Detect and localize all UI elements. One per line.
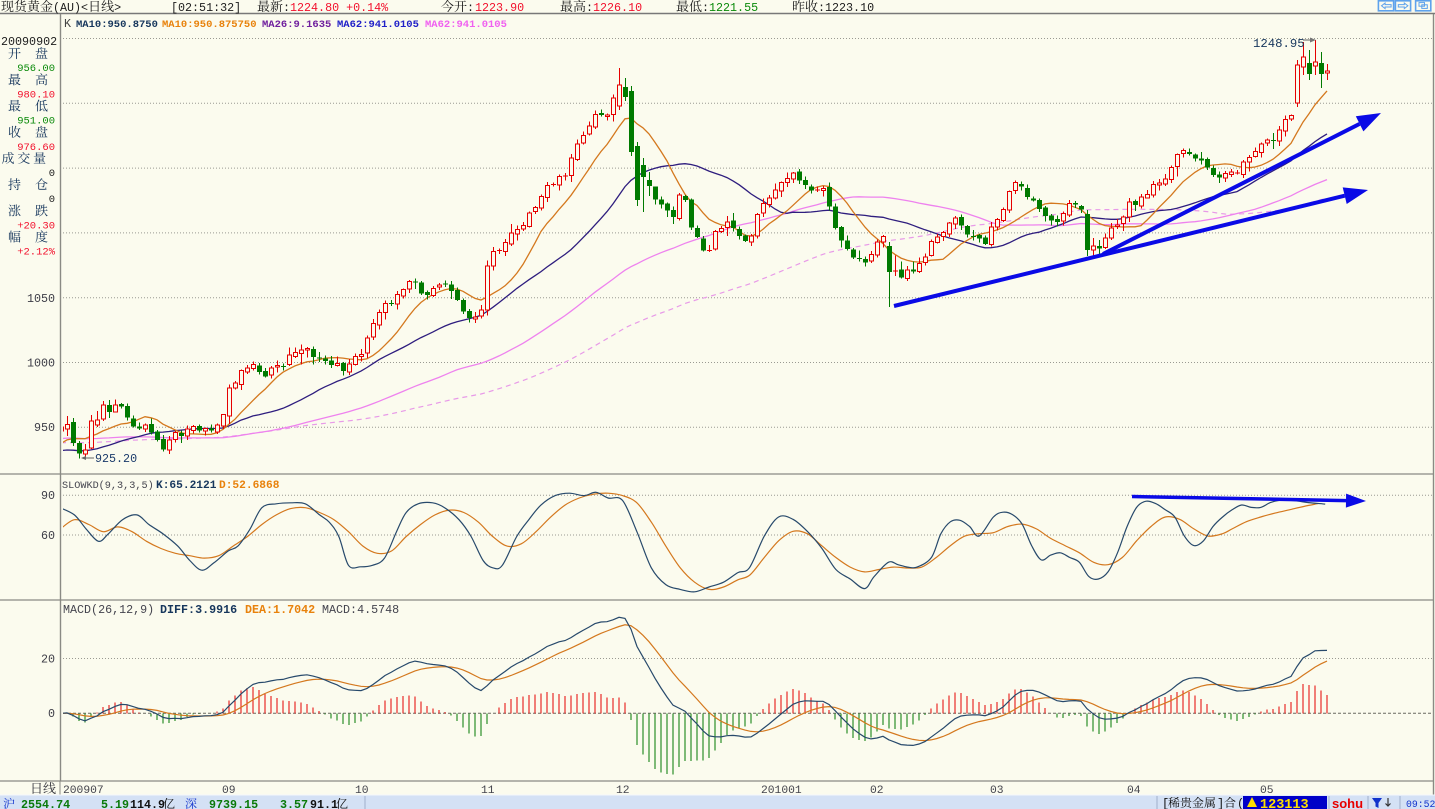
svg-text:09: 09 bbox=[222, 785, 236, 797]
svg-text:SLOWKD(9,3,3,5): SLOWKD(9,3,3,5) bbox=[62, 480, 154, 492]
svg-text::: : bbox=[818, 1, 825, 15]
svg-text::: : bbox=[702, 1, 709, 15]
svg-text:20: 20 bbox=[41, 653, 55, 667]
svg-text:1000: 1000 bbox=[27, 357, 55, 371]
svg-text:91.1: 91.1 bbox=[310, 798, 338, 809]
svg-text:956.00: 956.00 bbox=[17, 63, 55, 75]
svg-text:950: 950 bbox=[34, 421, 55, 435]
svg-text:0: 0 bbox=[49, 194, 55, 206]
svg-text:+2.12%: +2.12% bbox=[17, 247, 56, 259]
svg-text::: : bbox=[586, 1, 593, 15]
svg-text:3.57: 3.57 bbox=[280, 798, 308, 809]
svg-text:0: 0 bbox=[48, 707, 55, 721]
svg-text:DEA:1.7042: DEA:1.7042 bbox=[245, 603, 315, 617]
svg-text:9739.15: 9739.15 bbox=[209, 798, 258, 809]
svg-text:MA26:9.1635: MA26:9.1635 bbox=[262, 19, 331, 31]
svg-text:200907: 200907 bbox=[63, 785, 104, 797]
svg-text:MACD:4.5748: MACD:4.5748 bbox=[322, 603, 399, 617]
svg-text:(: ( bbox=[1237, 797, 1244, 809]
svg-text:K: K bbox=[64, 17, 71, 31]
svg-text:1223.10: 1223.10 bbox=[825, 1, 874, 15]
svg-text:123113: 123113 bbox=[1260, 798, 1309, 809]
svg-text:1248.95: 1248.95 bbox=[1253, 37, 1305, 51]
svg-text:MA62:941.0105: MA62:941.0105 bbox=[425, 19, 507, 31]
svg-text:02: 02 bbox=[870, 785, 884, 797]
svg-text:(AU)<: (AU)< bbox=[53, 1, 88, 15]
svg-text:[02:51:32]: [02:51:32] bbox=[171, 1, 241, 15]
svg-text:2554.74: 2554.74 bbox=[21, 798, 70, 809]
svg-text:MA10:950.875750: MA10:950.875750 bbox=[162, 19, 257, 31]
svg-text:10: 10 bbox=[355, 785, 369, 797]
svg-text::: : bbox=[467, 1, 474, 15]
svg-text:20090902: 20090902 bbox=[1, 35, 57, 49]
svg-text:09:52: 09:52 bbox=[1406, 799, 1435, 809]
svg-text:MA10:950.8750: MA10:950.8750 bbox=[76, 19, 158, 31]
svg-text:114.9: 114.9 bbox=[130, 798, 165, 809]
svg-text:+20.30: +20.30 bbox=[17, 220, 55, 232]
svg-text:03: 03 bbox=[990, 785, 1004, 797]
svg-text:>: > bbox=[114, 1, 121, 15]
svg-text:1221.55: 1221.55 bbox=[709, 1, 758, 15]
svg-text:11: 11 bbox=[481, 785, 495, 797]
svg-text:D:52.6868: D:52.6868 bbox=[219, 480, 280, 492]
svg-text:201001: 201001 bbox=[761, 785, 802, 797]
svg-text:925.20: 925.20 bbox=[95, 452, 137, 466]
svg-text:[: [ bbox=[1162, 797, 1169, 809]
svg-text:]: ] bbox=[1217, 797, 1224, 809]
svg-text:05: 05 bbox=[1260, 785, 1274, 797]
svg-text::: : bbox=[283, 1, 290, 15]
svg-text:sohu: sohu bbox=[1332, 796, 1363, 809]
svg-text:1050: 1050 bbox=[27, 292, 55, 306]
svg-text:DIFF:3.9916: DIFF:3.9916 bbox=[160, 603, 237, 617]
svg-text:MA62:941.0105: MA62:941.0105 bbox=[337, 19, 419, 31]
svg-text:12: 12 bbox=[616, 785, 630, 797]
svg-text:1223.90: 1223.90 bbox=[475, 1, 524, 15]
svg-text:60: 60 bbox=[41, 529, 55, 543]
svg-text:976.60: 976.60 bbox=[17, 142, 55, 154]
svg-text:04: 04 bbox=[1127, 785, 1141, 797]
svg-text:1224.80 +0.14%: 1224.80 +0.14% bbox=[290, 1, 389, 15]
svg-text:MACD(26,12,9): MACD(26,12,9) bbox=[63, 603, 154, 617]
svg-text:0: 0 bbox=[49, 168, 55, 180]
svg-text:1226.10: 1226.10 bbox=[593, 1, 642, 15]
svg-text:90: 90 bbox=[41, 489, 55, 503]
svg-text:5.19: 5.19 bbox=[101, 798, 129, 809]
svg-text:951.00: 951.00 bbox=[17, 116, 55, 128]
svg-text:K:65.2121: K:65.2121 bbox=[156, 480, 217, 492]
svg-text:980.10: 980.10 bbox=[17, 89, 55, 101]
